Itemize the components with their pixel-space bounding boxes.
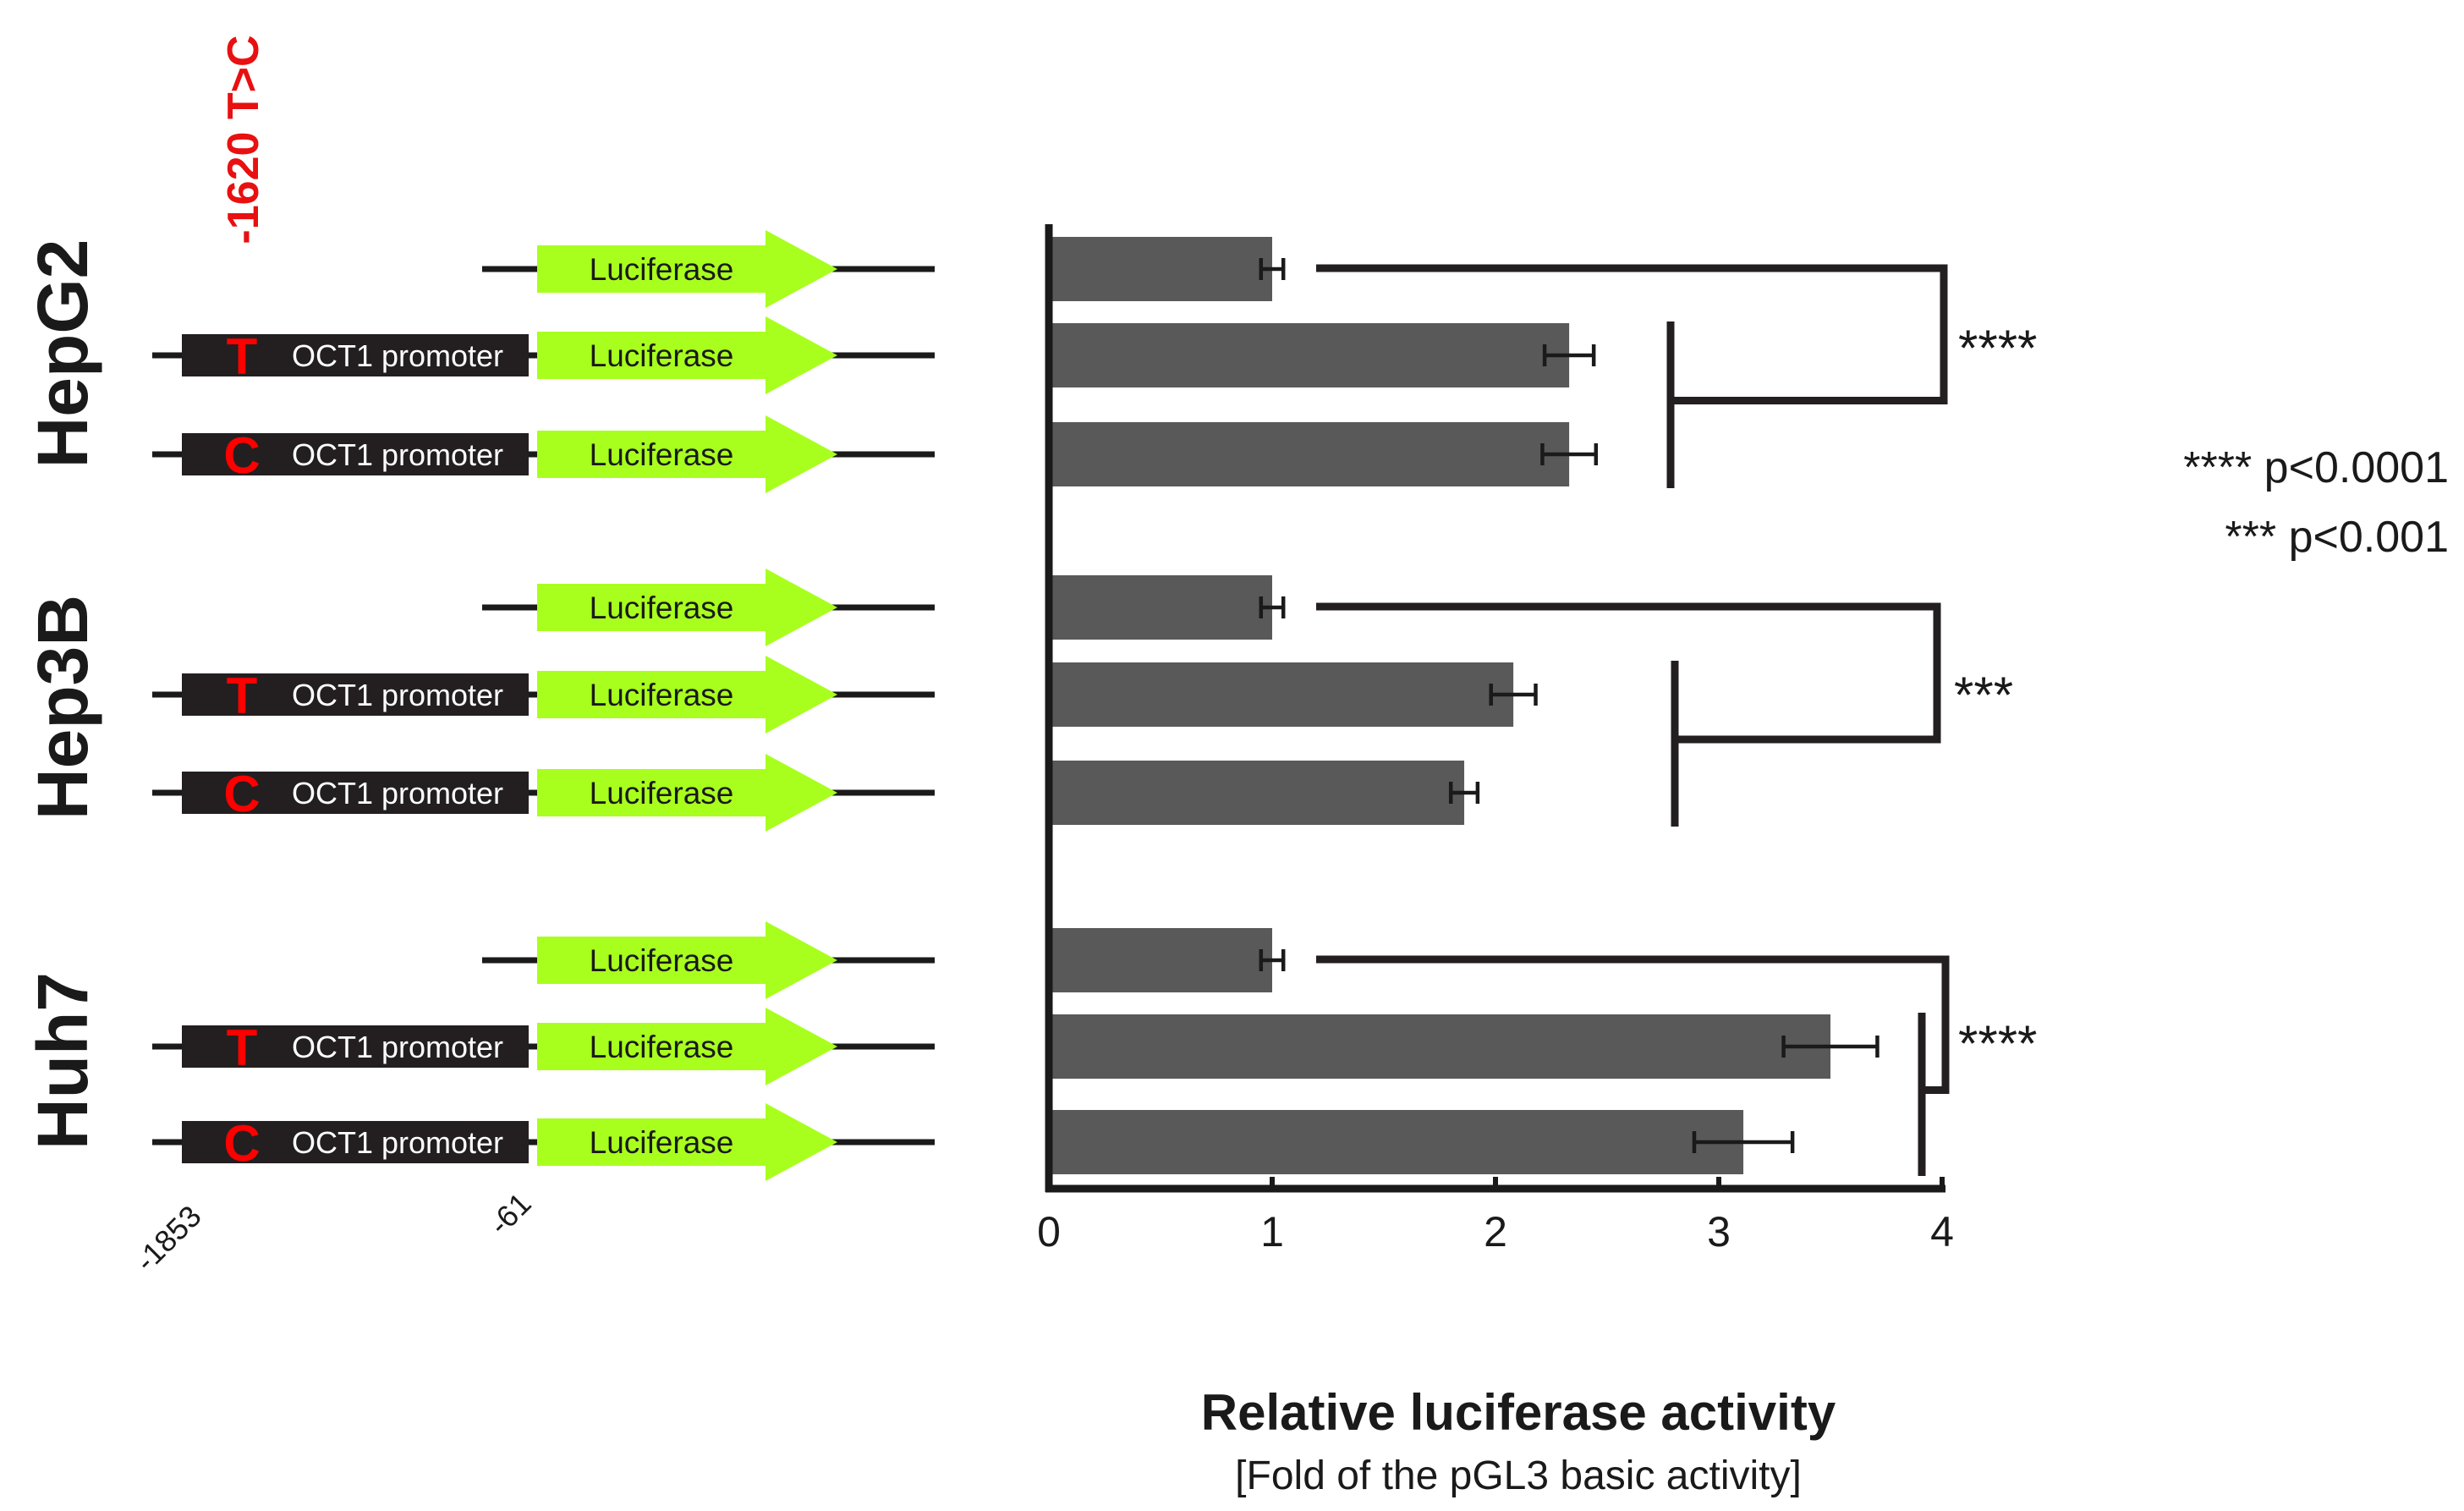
luciferase-label: Luciferase — [590, 1125, 734, 1160]
promoter-box — [182, 1121, 529, 1163]
promoter-box — [182, 334, 529, 376]
snp-label: -1620 T>C — [219, 35, 268, 244]
construct-diagrams: Luciferase T OCT1 promoter Luciferase C OCT1 … — [23, 230, 935, 1181]
allele-letter: C — [223, 1115, 260, 1172]
luciferase-arrow — [537, 230, 837, 308]
luciferase-arrow — [537, 754, 837, 832]
luciferase-label: Luciferase — [590, 338, 734, 373]
promoter-label: OCT1 promoter — [292, 1125, 503, 1160]
promoter-label: OCT1 promoter — [292, 338, 503, 373]
bar — [1049, 237, 1272, 301]
promoter-box — [182, 673, 529, 716]
luciferase-label: Luciferase — [590, 1030, 734, 1064]
promoter-box — [182, 1025, 529, 1068]
luciferase-label: Luciferase — [590, 252, 734, 287]
promoter-label: OCT1 promoter — [292, 678, 503, 712]
luciferase-label: Luciferase — [590, 776, 734, 810]
x-axis-subtitle: [Fold of the pGL3 basic activity] — [1235, 1453, 1802, 1498]
significance-bracket — [1316, 955, 1950, 1094]
x-tick-label: 2 — [1484, 1208, 1507, 1256]
promoter-box — [182, 772, 529, 814]
x-tick-label: 1 — [1260, 1208, 1284, 1256]
bar — [1049, 662, 1514, 727]
luciferase-arrow — [537, 1103, 837, 1181]
legend-entry-4-star: **** p<0.0001 — [2183, 443, 2449, 492]
allele-letter: C — [223, 766, 260, 822]
cell-line-label: Huh7 — [23, 972, 102, 1150]
luciferase-arrow — [537, 921, 837, 999]
significance-bracket — [1316, 264, 1948, 404]
x-tick-label: 3 — [1707, 1208, 1731, 1256]
promoter-label: OCT1 promoter — [292, 776, 503, 810]
bar — [1049, 575, 1272, 640]
allele-letter: T — [227, 668, 258, 724]
promoter-label: OCT1 promoter — [292, 437, 503, 472]
x-tick-label: 0 — [1037, 1208, 1061, 1256]
luciferase-label: Luciferase — [590, 591, 734, 625]
luciferase-label: Luciferase — [590, 437, 734, 472]
significance-stars: **** — [1958, 320, 2037, 376]
luciferase-arrow — [537, 569, 837, 646]
significance-stars: *** — [1954, 667, 2013, 723]
bar — [1049, 761, 1465, 825]
bar — [1049, 422, 1570, 486]
bar-chart: 0 1 2 3 4*********** — [1037, 224, 2037, 1256]
luciferase-label: Luciferase — [590, 943, 734, 978]
allele-letter: T — [227, 328, 258, 385]
x-tick-label: 4 — [1930, 1208, 1954, 1256]
significance-stars: **** — [1958, 1015, 2037, 1072]
legend-entry-3-star: *** p<0.001 — [2225, 513, 2449, 562]
luciferase-arrow — [537, 415, 837, 493]
allele-letter: C — [223, 427, 260, 484]
position-label-end: -61 — [482, 1186, 538, 1242]
bar — [1049, 928, 1272, 992]
figure-labels: -1620 T>C -1853 -61 **** p<0.0001 *** p<… — [129, 35, 2449, 1498]
promoter-box — [182, 433, 529, 475]
position-label-start: -1853 — [129, 1199, 208, 1278]
bar — [1049, 1110, 1744, 1174]
cell-line-label: HepG2 — [23, 239, 102, 469]
significance-bracket — [1316, 602, 1941, 744]
luciferase-arrow — [537, 316, 837, 394]
luciferase-arrow — [537, 1008, 837, 1085]
promoter-label: OCT1 promoter — [292, 1030, 503, 1064]
allele-letter: T — [227, 1019, 258, 1076]
bar — [1049, 1014, 1830, 1079]
x-axis-title: Relative luciferase activity — [1201, 1384, 1836, 1441]
luciferase-label: Luciferase — [590, 678, 734, 712]
luciferase-arrow — [537, 656, 837, 734]
cell-line-label: Hep3B — [23, 595, 102, 820]
bar — [1049, 323, 1570, 387]
